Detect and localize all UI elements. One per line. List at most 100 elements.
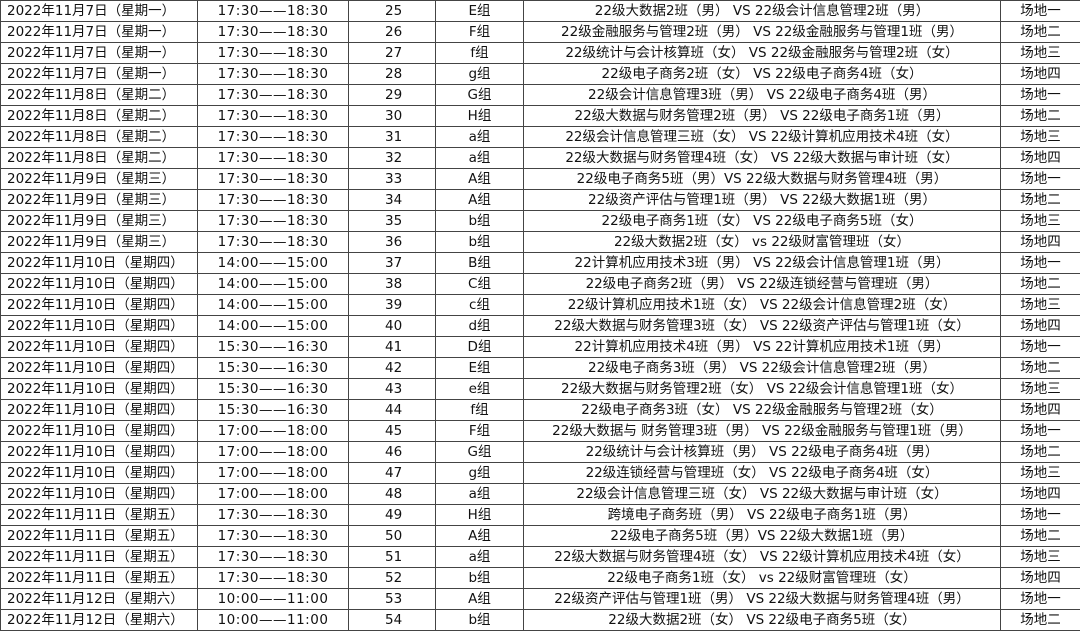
time-cell[interactable]: 17:30——18:30 <box>198 169 349 190</box>
venue-cell[interactable]: 场地四 <box>1001 232 1080 253</box>
matchup-cell[interactable]: 22级大数据与 财务管理3班（男） VS 22级金融服务与管理1班（男） <box>524 421 1001 442</box>
matchup-cell[interactable]: 22计算机应用技术3班（男） VS 22级会计信息管理1班（男） <box>524 253 1001 274</box>
venue-cell[interactable]: 场地一 <box>1001 421 1080 442</box>
match-number-cell[interactable]: 53 <box>349 589 436 610</box>
time-cell[interactable]: 17:30——18:30 <box>198 148 349 169</box>
match-number-cell[interactable]: 32 <box>349 148 436 169</box>
match-number-cell[interactable]: 42 <box>349 358 436 379</box>
date-cell[interactable]: 2022年11月11日（星期五） <box>1 568 198 589</box>
match-number-cell[interactable]: 27 <box>349 43 436 64</box>
date-cell[interactable]: 2022年11月10日（星期四） <box>1 421 198 442</box>
date-cell[interactable]: 2022年11月10日（星期四） <box>1 484 198 505</box>
venue-cell[interactable]: 场地四 <box>1001 64 1080 85</box>
matchup-cell[interactable]: 22级大数据2班（男） VS 22级会计信息管理2班（男） <box>524 1 1001 22</box>
time-cell[interactable]: 17:30——18:30 <box>198 568 349 589</box>
group-cell[interactable]: a组 <box>436 547 524 568</box>
time-cell[interactable]: 17:30——18:30 <box>198 22 349 43</box>
matchup-cell[interactable]: 22级资产评估与管理1班（男） VS 22级大数据与财务管理4班（男） <box>524 589 1001 610</box>
date-cell[interactable]: 2022年11月11日（星期五） <box>1 526 198 547</box>
venue-cell[interactable]: 场地二 <box>1001 274 1080 295</box>
group-cell[interactable]: d组 <box>436 316 524 337</box>
matchup-cell[interactable]: 22级资产评估与管理1班（男） VS 22级大数据1班（男） <box>524 190 1001 211</box>
venue-cell[interactable]: 场地三 <box>1001 379 1080 400</box>
time-cell[interactable]: 14:00——15:00 <box>198 316 349 337</box>
matchup-cell[interactable]: 22级大数据与财务管理2班（男） VS 22级电子商务1班（男） <box>524 106 1001 127</box>
group-cell[interactable]: c组 <box>436 295 524 316</box>
time-cell[interactable]: 14:00——15:00 <box>198 253 349 274</box>
venue-cell[interactable]: 场地一 <box>1001 589 1080 610</box>
time-cell[interactable]: 17:30——18:30 <box>198 505 349 526</box>
time-cell[interactable]: 17:30——18:30 <box>198 85 349 106</box>
matchup-cell[interactable]: 22级会计信息管理三班（女） VS 22级大数据与审计班（女） <box>524 484 1001 505</box>
matchup-cell[interactable]: 22级大数据与财务管理3班（女） VS 22级资产评估与管理1班（女） <box>524 316 1001 337</box>
date-cell[interactable]: 2022年11月10日（星期四） <box>1 253 198 274</box>
group-cell[interactable]: F组 <box>436 22 524 43</box>
date-cell[interactable]: 2022年11月7日（星期一） <box>1 1 198 22</box>
venue-cell[interactable]: 场地二 <box>1001 610 1080 631</box>
match-number-cell[interactable]: 51 <box>349 547 436 568</box>
date-cell[interactable]: 2022年11月9日（星期三） <box>1 232 198 253</box>
matchup-cell[interactable]: 22级统计与会计核算班（女） VS 22级金融服务与管理2班（女） <box>524 43 1001 64</box>
date-cell[interactable]: 2022年11月11日（星期五） <box>1 505 198 526</box>
matchup-cell[interactable]: 22级大数据2班（女） VS 22级电子商务5班（女） <box>524 610 1001 631</box>
match-number-cell[interactable]: 37 <box>349 253 436 274</box>
time-cell[interactable]: 14:00——15:00 <box>198 295 349 316</box>
date-cell[interactable]: 2022年11月10日（星期四） <box>1 295 198 316</box>
matchup-cell[interactable]: 22级电子商务2班（女） VS 22级电子商务4班（女） <box>524 64 1001 85</box>
time-cell[interactable]: 17:00——18:00 <box>198 421 349 442</box>
group-cell[interactable]: b组 <box>436 568 524 589</box>
match-number-cell[interactable]: 31 <box>349 127 436 148</box>
date-cell[interactable]: 2022年11月9日（星期三） <box>1 190 198 211</box>
match-number-cell[interactable]: 30 <box>349 106 436 127</box>
group-cell[interactable]: b组 <box>436 232 524 253</box>
date-cell[interactable]: 2022年11月7日（星期一） <box>1 64 198 85</box>
time-cell[interactable]: 17:30——18:30 <box>198 190 349 211</box>
time-cell[interactable]: 14:00——15:00 <box>198 274 349 295</box>
date-cell[interactable]: 2022年11月11日（星期五） <box>1 547 198 568</box>
matchup-cell[interactable]: 22级金融服务与管理2班（男） VS 22级金融服务与管理1班（男） <box>524 22 1001 43</box>
group-cell[interactable]: f组 <box>436 43 524 64</box>
date-cell[interactable]: 2022年11月9日（星期三） <box>1 169 198 190</box>
time-cell[interactable]: 10:00——11:00 <box>198 589 349 610</box>
venue-cell[interactable]: 场地一 <box>1001 253 1080 274</box>
venue-cell[interactable]: 场地三 <box>1001 127 1080 148</box>
date-cell[interactable]: 2022年11月10日（星期四） <box>1 337 198 358</box>
group-cell[interactable]: A组 <box>436 526 524 547</box>
matchup-cell[interactable]: 跨境电子商务班（男） VS 22级电子商务1班（男） <box>524 505 1001 526</box>
time-cell[interactable]: 17:30——18:30 <box>198 1 349 22</box>
venue-cell[interactable]: 场地四 <box>1001 484 1080 505</box>
match-number-cell[interactable]: 38 <box>349 274 436 295</box>
venue-cell[interactable]: 场地一 <box>1001 85 1080 106</box>
group-cell[interactable]: b组 <box>436 610 524 631</box>
date-cell[interactable]: 2022年11月7日（星期一） <box>1 22 198 43</box>
group-cell[interactable]: a组 <box>436 148 524 169</box>
time-cell[interactable]: 17:30——18:30 <box>198 232 349 253</box>
venue-cell[interactable]: 场地四 <box>1001 316 1080 337</box>
match-number-cell[interactable]: 26 <box>349 22 436 43</box>
venue-cell[interactable]: 场地一 <box>1001 169 1080 190</box>
venue-cell[interactable]: 场地四 <box>1001 568 1080 589</box>
time-cell[interactable]: 17:00——18:00 <box>198 484 349 505</box>
group-cell[interactable]: A组 <box>436 169 524 190</box>
venue-cell[interactable]: 场地四 <box>1001 400 1080 421</box>
time-cell[interactable]: 15:30——16:30 <box>198 358 349 379</box>
matchup-cell[interactable]: 22级统计与会计核算班（男） VS 22级电子商务4班（男） <box>524 442 1001 463</box>
date-cell[interactable]: 2022年11月10日（星期四） <box>1 400 198 421</box>
match-number-cell[interactable]: 54 <box>349 610 436 631</box>
group-cell[interactable]: b组 <box>436 211 524 232</box>
date-cell[interactable]: 2022年11月9日（星期三） <box>1 211 198 232</box>
time-cell[interactable]: 17:30——18:30 <box>198 526 349 547</box>
match-number-cell[interactable]: 46 <box>349 442 436 463</box>
match-number-cell[interactable]: 34 <box>349 190 436 211</box>
group-cell[interactable]: A组 <box>436 589 524 610</box>
matchup-cell[interactable]: 22计算机应用技术4班（男） VS 22计算机应用技术1班（男） <box>524 337 1001 358</box>
date-cell[interactable]: 2022年11月8日（星期二） <box>1 127 198 148</box>
time-cell[interactable]: 17:30——18:30 <box>198 64 349 85</box>
date-cell[interactable]: 2022年11月10日（星期四） <box>1 463 198 484</box>
venue-cell[interactable]: 场地一 <box>1001 337 1080 358</box>
matchup-cell[interactable]: 22级电子商务1班（女） VS 22级电子商务5班（女） <box>524 211 1001 232</box>
group-cell[interactable]: g组 <box>436 463 524 484</box>
group-cell[interactable]: g组 <box>436 64 524 85</box>
time-cell[interactable]: 10:00——11:00 <box>198 610 349 631</box>
venue-cell[interactable]: 场地三 <box>1001 211 1080 232</box>
